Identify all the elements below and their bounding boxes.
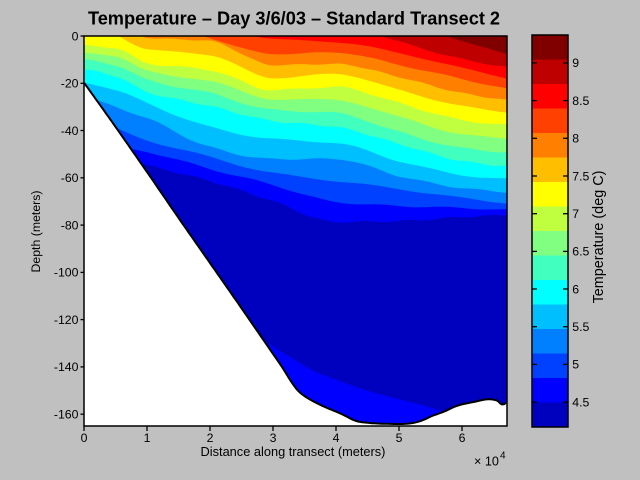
svg-text:1: 1 bbox=[144, 431, 151, 445]
svg-text:× 10: × 10 bbox=[474, 455, 499, 469]
svg-text:-100: -100 bbox=[54, 266, 79, 280]
svg-text:5: 5 bbox=[572, 358, 579, 372]
svg-text:4.5: 4.5 bbox=[572, 395, 589, 409]
svg-text:2: 2 bbox=[207, 431, 214, 445]
svg-text:7: 7 bbox=[572, 207, 579, 221]
svg-text:3: 3 bbox=[270, 431, 277, 445]
svg-text:Temperature – Day 3/6/03 – Sta: Temperature – Day 3/6/03 – Standard Tran… bbox=[88, 9, 500, 29]
svg-text:-60: -60 bbox=[61, 171, 79, 185]
svg-text:Distance along transect (meter: Distance along transect (meters) bbox=[201, 444, 386, 459]
svg-text:-160: -160 bbox=[54, 408, 79, 422]
svg-text:8.5: 8.5 bbox=[572, 94, 589, 108]
svg-text:5: 5 bbox=[396, 431, 403, 445]
svg-text:8: 8 bbox=[572, 132, 579, 146]
svg-text:5.5: 5.5 bbox=[572, 320, 589, 334]
svg-text:4: 4 bbox=[500, 451, 506, 462]
svg-text:4: 4 bbox=[333, 431, 340, 445]
svg-text:-80: -80 bbox=[61, 218, 79, 232]
svg-text:0: 0 bbox=[81, 431, 88, 445]
svg-text:0: 0 bbox=[72, 29, 79, 43]
svg-text:6: 6 bbox=[459, 431, 466, 445]
svg-text:-140: -140 bbox=[54, 360, 79, 374]
svg-text:9: 9 bbox=[572, 56, 579, 70]
svg-text:7.5: 7.5 bbox=[572, 169, 589, 183]
svg-text:Temperature (deg C): Temperature (deg C) bbox=[591, 171, 607, 304]
svg-text:-120: -120 bbox=[54, 313, 79, 327]
svg-text:6.5: 6.5 bbox=[572, 245, 589, 259]
svg-text:Depth (meters): Depth (meters) bbox=[29, 190, 43, 272]
svg-text:6: 6 bbox=[572, 282, 579, 296]
svg-text:-20: -20 bbox=[61, 77, 79, 91]
svg-text:-40: -40 bbox=[61, 124, 79, 138]
